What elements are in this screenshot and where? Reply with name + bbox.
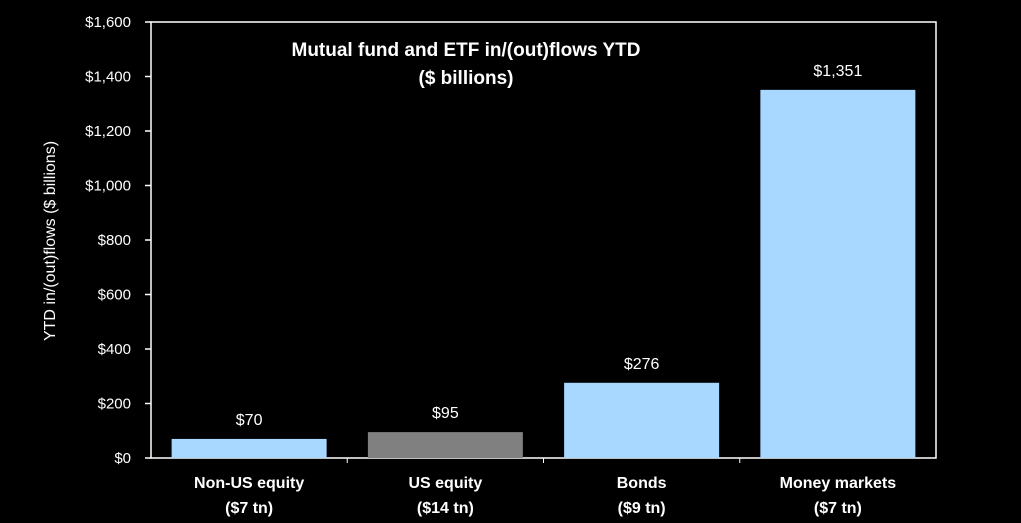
x-tick-label: US equity bbox=[408, 475, 482, 492]
bar bbox=[564, 382, 720, 458]
y-tick-label: $400 bbox=[98, 341, 131, 358]
data-label: $70 bbox=[236, 412, 263, 429]
x-tick-label: ($7 tn) bbox=[814, 500, 862, 517]
y-tick-label: $1,200 bbox=[85, 123, 131, 140]
y-tick-label: $1,600 bbox=[85, 14, 131, 31]
bar bbox=[760, 89, 916, 458]
y-tick-label: $800 bbox=[98, 232, 131, 249]
chart-title-line-1: Mutual fund and ETF in/(out)flows YTD bbox=[292, 40, 641, 61]
chart-title: Mutual fund and ETF in/(out)flows YTD ($… bbox=[292, 40, 641, 89]
x-tick-label: Non-US equity bbox=[194, 475, 304, 492]
x-tick-label: Bonds bbox=[617, 475, 667, 492]
x-tick-label: Money markets bbox=[780, 475, 897, 492]
data-label: $276 bbox=[624, 356, 660, 373]
x-tick-label: ($7 tn) bbox=[225, 500, 273, 517]
bar bbox=[367, 432, 523, 458]
y-tick-label: $600 bbox=[98, 287, 131, 304]
x-tick-label: ($9 tn) bbox=[618, 500, 666, 517]
plot-area: $0 $200 $400 $600 $800 $1,000 $1,200 $1,400 $1,6… bbox=[85, 14, 937, 517]
bar bbox=[171, 438, 327, 458]
data-label: $1,351 bbox=[813, 63, 862, 80]
x-tick-label: ($14 tn) bbox=[417, 500, 474, 517]
y-tick-label: $0 bbox=[114, 450, 131, 467]
y-tick-label: $1,400 bbox=[85, 69, 131, 86]
data-label: $95 bbox=[432, 405, 459, 422]
y-tick-label: $200 bbox=[98, 396, 131, 413]
chart-title-line-2: ($ billions) bbox=[419, 68, 514, 89]
y-axis-label: YTD in/(out)flows ($ billions) bbox=[42, 141, 59, 341]
y-tick-label: $1,000 bbox=[85, 178, 131, 195]
